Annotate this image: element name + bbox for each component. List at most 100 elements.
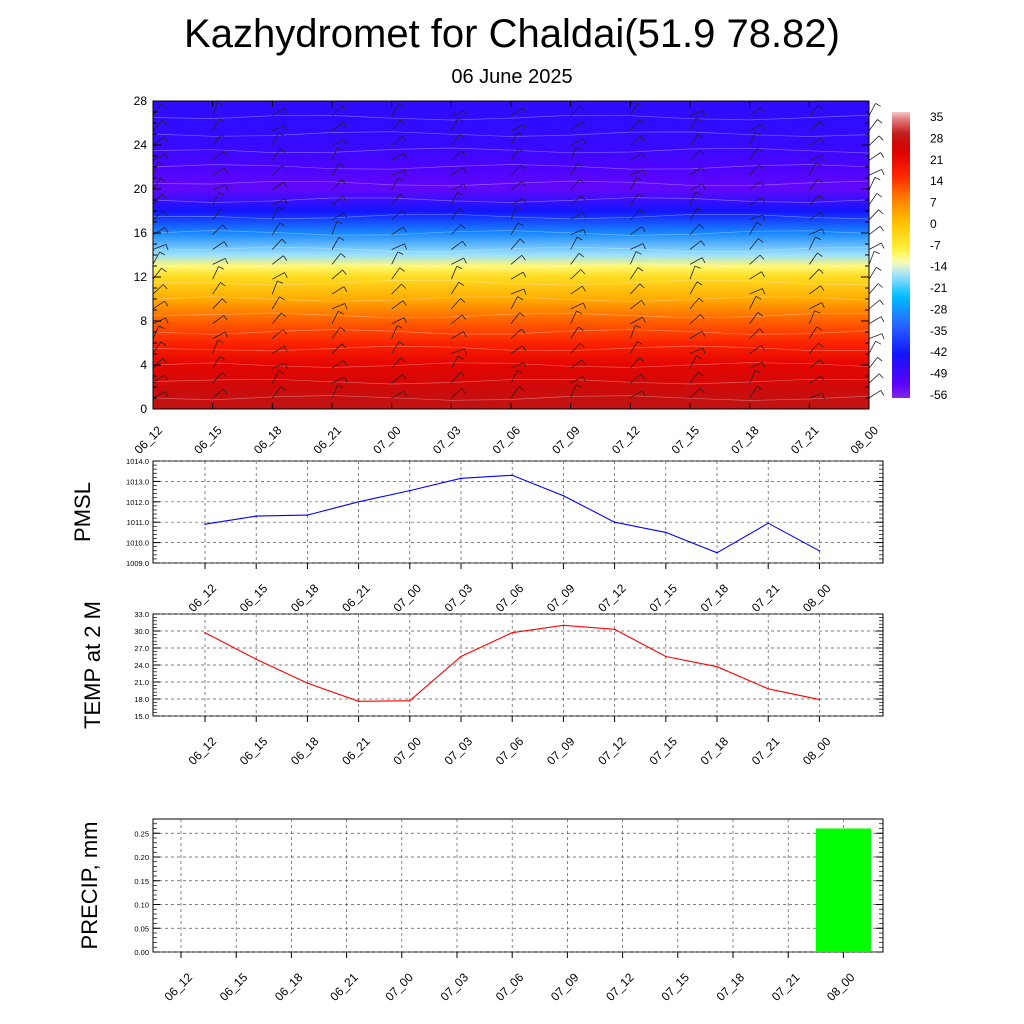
wind-barb-flag — [702, 183, 706, 190]
wind-barb-flag — [695, 117, 702, 122]
wind-barb — [391, 193, 401, 206]
wind-barb-flag — [700, 314, 705, 320]
wind-barb-flag — [338, 236, 345, 241]
wind-barb — [630, 226, 643, 235]
wind-barb-flag — [640, 373, 646, 379]
wind-barb-flag — [217, 340, 224, 344]
wind-barb-flag — [578, 252, 585, 258]
wind-barb-flag — [284, 362, 288, 369]
wind-barb — [868, 373, 880, 384]
x-tick-label: 07_03 — [438, 970, 472, 1004]
x-tick-label: 07_09 — [544, 734, 578, 768]
wind-barb — [809, 375, 822, 384]
wind-barb-flag — [280, 386, 286, 391]
wind-barb-flag — [576, 236, 583, 241]
wind-barb-flag — [582, 138, 587, 145]
data-point — [204, 523, 206, 525]
wind-barb-flag — [640, 209, 645, 215]
y-tick-label: 30.0 — [134, 627, 149, 636]
wind-barb — [152, 374, 165, 384]
wind-barb-flag — [460, 224, 466, 230]
wind-barb — [510, 386, 520, 399]
wind-barb — [570, 252, 580, 265]
wind-barb — [749, 296, 757, 310]
y-tick-label: 0.00 — [134, 948, 149, 957]
wind-barb — [272, 124, 286, 132]
wind-barb-flag — [282, 329, 288, 335]
data-point — [255, 515, 257, 517]
pmsl-panel: 06_12 06_15 06_18 06_21 07_00 07_03 07_06 07_09… — [70, 457, 884, 615]
y-tick-label: 12 — [134, 270, 148, 284]
wind-barb — [749, 214, 763, 221]
wind-barb-flag — [343, 360, 348, 366]
wind-barb-flag — [520, 328, 526, 334]
contour-line — [152, 345, 870, 352]
wind-barb — [630, 357, 640, 369]
wind-barb — [450, 281, 460, 295]
wind-barb — [331, 253, 342, 265]
wind-barb-flag — [219, 118, 226, 123]
wind-barb — [510, 345, 523, 354]
wind-barb-flag — [159, 177, 166, 182]
wind-barb — [391, 210, 403, 221]
wind-barb-flag — [578, 326, 584, 331]
wind-barb — [630, 152, 643, 161]
x-tick-label: 06_12 — [186, 581, 220, 615]
wind-barb — [749, 197, 762, 206]
wind-barb — [510, 124, 524, 132]
wind-barb-flag — [580, 343, 585, 348]
y-tick-label: 1012.0 — [126, 498, 149, 507]
wind-barb-flag — [402, 300, 407, 306]
wind-barb — [152, 103, 162, 117]
wind-barb — [749, 345, 762, 354]
wind-barb-flag — [280, 148, 286, 154]
wind-barb-flag — [279, 222, 286, 227]
wind-barb — [331, 343, 343, 354]
wind-barb-flag — [224, 167, 228, 174]
panel-frame — [152, 818, 884, 953]
wind-barb-flag — [699, 388, 705, 393]
wind-barb — [212, 102, 218, 116]
wind-barb-flag — [401, 283, 406, 289]
wind-barb — [689, 297, 700, 310]
wind-barb-flag — [164, 227, 169, 233]
contour-line — [152, 362, 870, 368]
wind-barb — [152, 162, 159, 176]
wind-barb-flag — [342, 122, 348, 128]
wind-barb — [391, 317, 405, 325]
y-tick-label: 33.0 — [134, 610, 149, 619]
wind-barb — [689, 183, 703, 191]
wind-barb-flag — [821, 302, 825, 309]
wind-barb-flag — [760, 180, 765, 187]
data-point — [255, 658, 257, 661]
contour-line — [152, 131, 870, 137]
wind-barb — [331, 311, 339, 324]
wind-barb-flag — [403, 226, 407, 233]
y-tick-label: 0.20 — [134, 853, 149, 862]
x-tick-label: 06_18 — [272, 970, 306, 1004]
x-tick-label: 07_21 — [749, 581, 783, 615]
y-tick-label: 1013.0 — [126, 477, 149, 486]
wind-barb-flag — [398, 177, 404, 182]
colorbar-label: -49 — [930, 367, 948, 381]
wind-barb-flag — [642, 169, 646, 176]
wind-barb-flag — [278, 132, 284, 137]
wind-barb-flag — [699, 224, 704, 229]
contour-line — [152, 378, 870, 385]
wind-barb-flag — [402, 374, 407, 380]
wind-barb-flag — [283, 108, 288, 114]
wind-barb — [272, 198, 286, 206]
wind-barb — [689, 191, 696, 206]
wind-barb-flag — [818, 104, 824, 110]
wind-barb-flag — [758, 164, 764, 170]
wind-barb — [570, 376, 584, 384]
wind-barb — [451, 208, 460, 221]
wind-barb-flag — [277, 206, 284, 210]
wind-barb — [868, 169, 882, 176]
x-tick-label: 06_18 — [288, 581, 322, 615]
x-tick-label: 07_21 — [769, 970, 803, 1004]
wind-barb-flag — [581, 359, 586, 366]
wind-barb-flag — [404, 243, 408, 250]
wind-barb-flag — [162, 357, 168, 363]
x-tick-label: 07_03 — [442, 581, 476, 615]
